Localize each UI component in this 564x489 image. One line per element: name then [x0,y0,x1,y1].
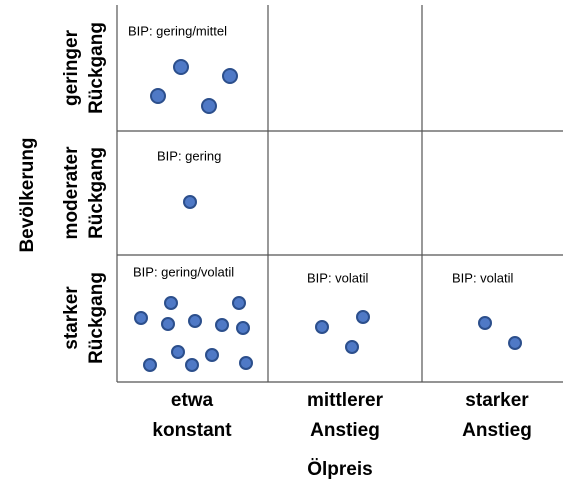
cell-label: BIP: volatil [307,270,369,285]
dot [356,310,370,324]
dot [161,317,175,331]
dot [232,296,246,310]
row-label: Rückgang [86,22,107,114]
dot [134,311,148,325]
column-label: Anstieg [462,420,532,441]
column-label: mittlerer [307,390,384,411]
row-label: geringer [61,29,82,106]
column-label: etwa [171,390,214,411]
dot [185,358,199,372]
x-axis-label: Ölpreis [307,459,372,480]
dot [315,320,329,334]
row-label: Rückgang [86,272,107,364]
dot [239,356,253,370]
grid [116,5,563,383]
dot [478,316,492,330]
dots [134,59,522,372]
column-label: Anstieg [310,420,380,441]
dot [215,318,229,332]
cell-label: BIP: gering [157,148,221,163]
cell-label: BIP: gering/mittel [128,23,227,38]
dot [183,195,197,209]
dot [173,59,189,75]
dot [205,348,219,362]
dot [222,68,238,84]
dot [236,321,250,335]
column-label: konstant [152,420,232,441]
row-label: starker [61,286,82,350]
y-axis-label: Bevölkerung [17,137,38,252]
dot [150,88,166,104]
cell-label: BIP: volatil [452,270,514,285]
dot [164,296,178,310]
dot [345,340,359,354]
row-label: moderater [61,146,82,240]
dot [188,314,202,328]
dot [171,345,185,359]
cell-label: BIP: gering/volatil [133,264,234,279]
dot [508,336,522,350]
row-label: Rückgang [86,147,107,239]
dot [143,358,157,372]
dot [201,98,217,114]
column-label: starker [465,390,529,411]
